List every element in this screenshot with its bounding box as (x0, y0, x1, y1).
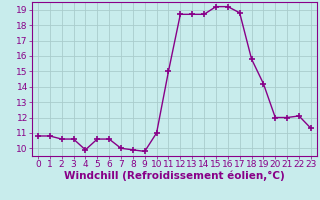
X-axis label: Windchill (Refroidissement éolien,°C): Windchill (Refroidissement éolien,°C) (64, 171, 285, 181)
